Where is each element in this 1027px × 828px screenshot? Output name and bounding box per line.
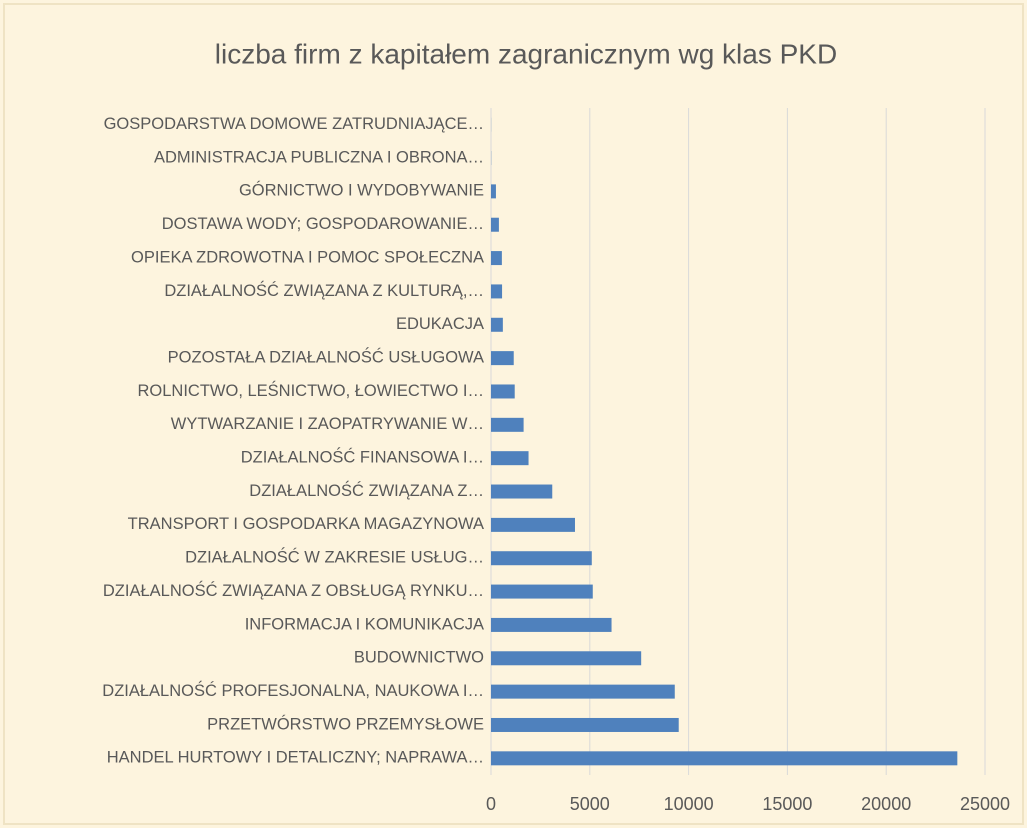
y-tick-label: ADMINISTRACJA PUBLICZNA I OBRONA… — [154, 148, 484, 166]
bar — [491, 284, 503, 299]
bar — [491, 517, 575, 532]
x-tick-label: 25000 — [960, 794, 1010, 814]
y-tick-label: DZIAŁALNOŚĆ W ZAKRESIE USŁUG… — [185, 548, 484, 567]
bar — [491, 684, 675, 699]
bar — [491, 717, 679, 732]
y-tick-label: OPIEKA ZDROWOTNA I POMOC SPOŁECZNA — [131, 248, 484, 266]
y-tick-label: DZIAŁALNOŚĆ ZWIĄZANA Z KULTURĄ,… — [164, 281, 484, 300]
bar — [491, 484, 553, 499]
bar — [491, 384, 515, 399]
y-tick-label: BUDOWNICTWO — [354, 649, 484, 667]
x-tick-label: 0 — [486, 794, 496, 814]
y-tick-label: DZIAŁALNOŚĆ ZWIĄZANA Z OBSŁUGĄ RYNKU… — [103, 581, 484, 600]
bar — [491, 584, 593, 599]
x-tick-label: 20000 — [861, 794, 911, 814]
y-tick-label: DZIAŁALNOŚĆ PROFESJONALNA, NAUKOWA I… — [102, 681, 484, 700]
bar — [491, 651, 642, 666]
y-tick-label: POZOSTAŁA DZIAŁALNOŚĆ USŁUGOWA — [168, 347, 484, 366]
bar — [491, 751, 958, 766]
bar — [491, 184, 496, 199]
y-tick-label: GÓRNICTWO I WYDOBYWANIE — [239, 181, 484, 200]
bar — [491, 251, 502, 266]
x-tick-label: 5000 — [570, 794, 610, 814]
y-tick-label: GOSPODARSTWA DOMOWE ZATRUDNIAJĄCE… — [104, 115, 484, 133]
bar — [491, 351, 514, 366]
bar — [491, 551, 592, 566]
chart-title: liczba firm z kapitałem zagranicznym wg … — [215, 38, 837, 69]
y-tick-label: PRZETWÓRSTWO PRZEMYSŁOWE — [207, 714, 484, 733]
y-tick-label: INFORMACJA I KOMUNIKACJA — [245, 615, 484, 633]
x-tick-label: 10000 — [664, 794, 714, 814]
bar — [491, 417, 524, 432]
y-tick-label: EDUKACJA — [396, 315, 484, 333]
bar — [491, 617, 612, 632]
bar — [491, 217, 499, 232]
bar — [491, 451, 529, 466]
x-tick-label: 15000 — [762, 794, 812, 814]
y-tick-label: TRANSPORT I GOSPODARKA MAGAZYNOWA — [128, 515, 484, 533]
y-tick-label: DOSTAWA WODY; GOSPODAROWANIE… — [162, 215, 484, 233]
chart-border — [3, 3, 1024, 825]
y-tick-label: WYTWARZANIE I ZAOPATRYWANIE W… — [171, 415, 484, 433]
y-tick-label: DZIAŁALNOŚĆ ZWIĄZANA Z… — [249, 481, 484, 500]
y-tick-label: ROLNICTWO, LEŚNICTWO, ŁOWIECTWO I… — [138, 381, 485, 400]
y-tick-label: DZIAŁALNOŚĆ FINANSOWA I… — [241, 448, 484, 467]
y-tick-label: HANDEL HURTOWY I DETALICZNY; NAPRAWA… — [107, 749, 484, 767]
bar — [491, 317, 503, 332]
